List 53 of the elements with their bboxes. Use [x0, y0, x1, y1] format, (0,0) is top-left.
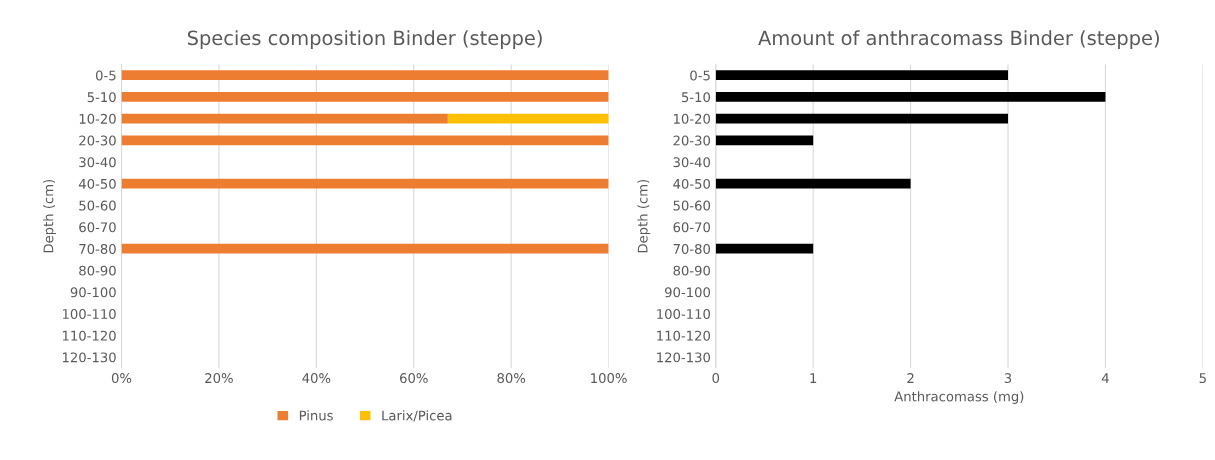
- y-tick-label: 40-50: [78, 178, 116, 189]
- bar: [715, 178, 911, 189]
- y-tick-label: 70-80: [79, 243, 116, 254]
- y-tick-label: 20-30: [673, 135, 711, 146]
- x-axis-title: Anthracomass (mg): [894, 391, 1024, 404]
- y-tick-label: 10-20: [79, 113, 116, 124]
- y-tick-label: 20-30: [79, 135, 116, 146]
- x-tick-label: 80%: [497, 373, 526, 384]
- x-tick-label: 5: [1199, 373, 1206, 384]
- y-tick-label: 70-80: [673, 243, 711, 254]
- bar: [715, 135, 814, 146]
- chart-title: Species composition Binder (steppe): [187, 30, 542, 49]
- y-tick-label: 90-100: [664, 287, 711, 298]
- x-tick-label: 4: [1101, 373, 1109, 383]
- x-tick-label: 0%: [111, 373, 132, 384]
- x-tick-label: 3: [1004, 373, 1012, 384]
- x-tick-label: 100%: [591, 373, 627, 384]
- y-tick-label: 120-130: [62, 352, 116, 363]
- legend-label: Larix/Picea: [382, 410, 452, 422]
- y-tick-label: 0-5: [95, 70, 116, 81]
- y-tick-label: 0-5: [690, 70, 710, 81]
- y-tick-label: 5-10: [87, 92, 116, 103]
- bar: [715, 243, 814, 254]
- y-axis-title: Depth (cm): [637, 179, 651, 253]
- x-tick-label: 40%: [302, 373, 331, 384]
- y-tick-label: 5-10: [681, 92, 711, 103]
- y-tick-label: 30-40: [673, 157, 711, 168]
- y-tick-label: 80-90: [79, 265, 116, 276]
- x-tick-label: 20%: [205, 373, 233, 384]
- bar: [715, 70, 1009, 81]
- x-tick-label: 2: [907, 373, 914, 383]
- x-tick-label: 1: [810, 373, 817, 383]
- y-tick-label: 110-120: [62, 330, 116, 341]
- x-tick-label: 0: [712, 373, 720, 384]
- y-tick-label: 100-110: [657, 309, 711, 319]
- y-tick-label: 110-120: [657, 330, 711, 341]
- y-tick-label: 50-60: [673, 200, 711, 211]
- y-tick-label: 60-70: [79, 222, 116, 233]
- y-tick-label: 120-130: [657, 352, 711, 363]
- chart-title: Amount of anthracomass Binder (steppe): [758, 30, 1159, 49]
- y-tick-label: 90-100: [70, 287, 116, 298]
- x-tick-label: 60%: [400, 373, 428, 384]
- legend-label: Pinus: [299, 410, 333, 421]
- bar: [715, 113, 1009, 124]
- y-tick-label: 40-50: [673, 178, 711, 189]
- y-tick-label: 30-40: [79, 157, 116, 168]
- y-tick-label: 60-70: [673, 222, 711, 233]
- y-tick-label: 10-20: [674, 113, 711, 124]
- y-tick-label: 100-110: [62, 309, 116, 319]
- y-tick-label: 50-60: [79, 200, 116, 211]
- y-axis-title: Depth (cm): [43, 179, 56, 253]
- y-tick-label: 80-90: [673, 265, 711, 276]
- bar: [715, 92, 1106, 102]
